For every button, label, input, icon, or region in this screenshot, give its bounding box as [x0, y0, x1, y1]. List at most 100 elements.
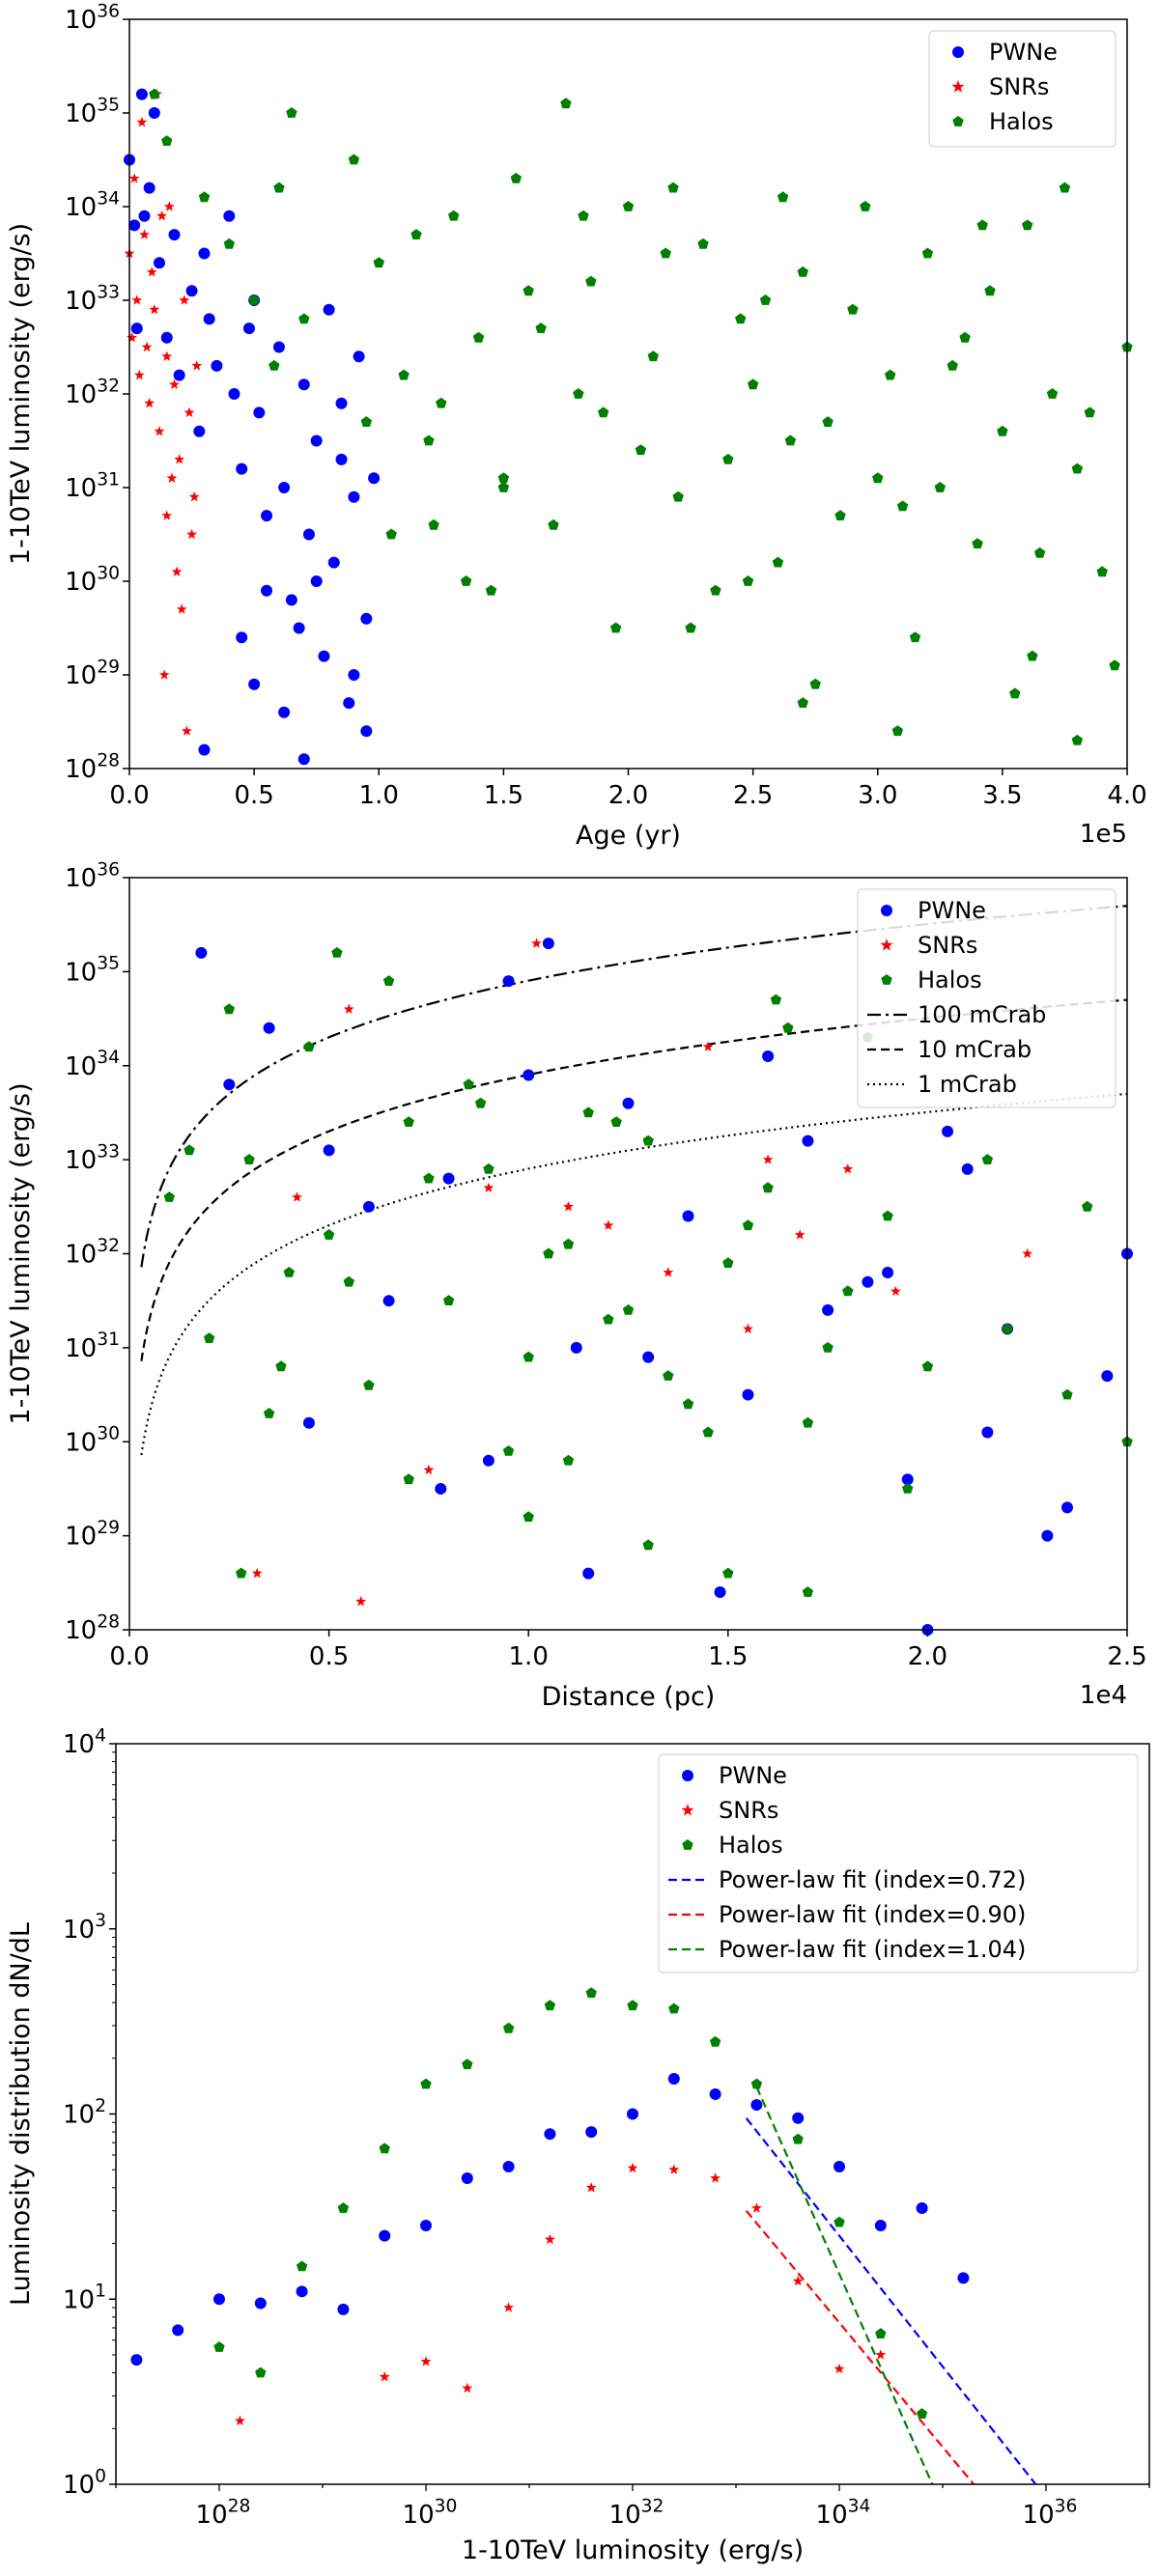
chart3-point-pwne — [213, 2293, 225, 2306]
chart3-point-pwne — [254, 2297, 267, 2310]
chart2-xtick-label: 2.5 — [1107, 1642, 1146, 1671]
chart2-point-pwne — [382, 1295, 395, 1307]
chart1-point-halos — [822, 416, 834, 427]
chart1-point-snrs — [184, 406, 195, 418]
chart1-point-halos — [742, 575, 754, 586]
chart2-point-halos — [483, 1162, 495, 1174]
chart1-x-offset: 1e5 — [1080, 820, 1127, 849]
chart1-point-halos — [510, 172, 522, 183]
chart2-ytick-label: 1033 — [65, 1141, 120, 1175]
chart1-ytick-label: 1033 — [65, 282, 120, 316]
chart3-point-halos — [544, 2000, 556, 2011]
chart2-point-halos — [802, 1416, 814, 1428]
chart1-point-pwne — [236, 631, 248, 644]
chart2-point-pwne — [263, 1022, 275, 1034]
chart1-point-snrs — [171, 566, 183, 576]
chart1-ytick-label: 1029 — [65, 657, 120, 690]
chart1-point-halos — [722, 453, 734, 464]
chart1-point-halos — [1071, 734, 1084, 745]
chart2-point-halos — [463, 1078, 474, 1090]
chart2-xtick-label: 1.5 — [708, 1642, 748, 1671]
chart2-point-halos — [163, 1191, 175, 1202]
chart1-point-snrs — [133, 369, 145, 380]
chart1-point-halos — [797, 266, 808, 277]
chart2-point-pwne — [742, 1388, 754, 1401]
chart1-xlabel: Age (yr) — [576, 821, 681, 851]
chart3-xtick-label: 1030 — [403, 2496, 458, 2530]
chart3-point-halos — [875, 2328, 887, 2338]
chart2-xtick-label: 1.0 — [509, 1642, 549, 1671]
chart1-point-halos — [428, 518, 439, 530]
chart2-point-halos — [184, 1144, 195, 1156]
chart2-point-halos — [474, 1097, 487, 1108]
chart1-point-halos — [685, 622, 696, 633]
chart1-xtick-label: 2.0 — [608, 781, 648, 810]
chart1-point-halos — [959, 331, 971, 343]
chart2-xtick-label: 0.0 — [109, 1642, 149, 1671]
chart3-point-pwne — [957, 2272, 970, 2284]
chart3-xtick-label: 1032 — [609, 2496, 664, 2530]
chart2-point-halos — [610, 1116, 622, 1127]
chart2-xlabel: Distance (pc) — [542, 1682, 716, 1712]
chart1-point-halos — [1033, 546, 1046, 558]
chart2-point-snrs — [343, 1003, 354, 1014]
chart1-point-halos — [269, 359, 280, 371]
chart2-point-pwne — [195, 946, 208, 959]
chart3-point-pwne — [585, 2126, 598, 2139]
chart2-point-snrs — [423, 1464, 435, 1475]
chart1-point-pwne — [173, 369, 185, 381]
chart2-point-pwne — [762, 1050, 775, 1063]
chart3-point-halos — [750, 2078, 763, 2089]
chart1-legend-label-2: Halos — [989, 108, 1054, 135]
chart2-point-halos — [283, 1267, 295, 1277]
chart2-point-halos — [682, 1398, 694, 1410]
chart1-point-snrs — [169, 378, 180, 389]
chart1-point-halos — [436, 397, 447, 408]
chart1-point-halos — [984, 285, 996, 296]
chart2-point-halos — [1082, 1200, 1093, 1212]
chart2-point-halos — [622, 1303, 635, 1315]
chart2-point-snrs — [1022, 1247, 1033, 1259]
chart2-ytick-label: 1028 — [65, 1611, 120, 1645]
chart1-point-halos — [896, 500, 909, 512]
chart1-point-pwne — [297, 753, 310, 766]
chart3-point-snrs — [420, 2356, 432, 2366]
chart1-point-pwne — [135, 88, 148, 100]
chart2-point-pwne — [961, 1162, 974, 1175]
chart2-point-snrs — [563, 1201, 574, 1212]
chart1-point-halos — [485, 584, 497, 596]
chart2-point-halos — [543, 1247, 554, 1259]
chart2-legend: PWNe SNRs Halos 100 mCrab 10 mCrab 1 mCrab — [857, 888, 1117, 1108]
chart3-fit-1 — [745, 2210, 975, 2485]
chart2-point-halos — [981, 1154, 994, 1164]
chart1-point-snrs — [149, 304, 160, 315]
chart1-point-pwne — [272, 341, 285, 353]
chart1-ytick-label: 1032 — [65, 376, 120, 409]
chart1-point-halos — [398, 369, 410, 380]
chart3-point-snrs — [379, 2371, 390, 2382]
chart3-point-pwne — [916, 2202, 928, 2215]
chart3: 1028 1030 1032 1034 1036 100 101 102 103 104 1-10T… — [6, 1725, 1150, 2565]
chart2-point-pwne — [882, 1266, 894, 1278]
chart3-legend-marker-0 — [682, 1770, 693, 1781]
chart2-point-halos — [722, 1567, 734, 1579]
chart3-point-pwne — [172, 2324, 184, 2337]
chart1-point-halos — [891, 725, 904, 737]
chart2-point-snrs — [663, 1267, 674, 1277]
chart1-point-halos — [298, 313, 310, 324]
chart1-point-pwne — [253, 406, 266, 419]
chart1-point-pwne — [143, 182, 155, 194]
chart1-point-halos — [635, 444, 647, 456]
chart3-point-pwne — [544, 2128, 556, 2141]
chart1-point-pwne — [368, 472, 381, 485]
chart2-point-halos — [1061, 1388, 1073, 1400]
chart1-xtick-label: 3.0 — [858, 781, 897, 810]
chart3-point-pwne — [834, 2160, 845, 2172]
chart1-point-snrs — [176, 603, 187, 614]
chart1-point-halos — [360, 416, 372, 427]
chart3-point-snrs — [627, 2162, 638, 2173]
chart3-point-snrs — [792, 2275, 804, 2286]
chart2-x-offset: 1e4 — [1080, 1681, 1127, 1710]
chart3-point-halos — [379, 2142, 390, 2154]
chart1-point-halos — [1027, 650, 1038, 661]
